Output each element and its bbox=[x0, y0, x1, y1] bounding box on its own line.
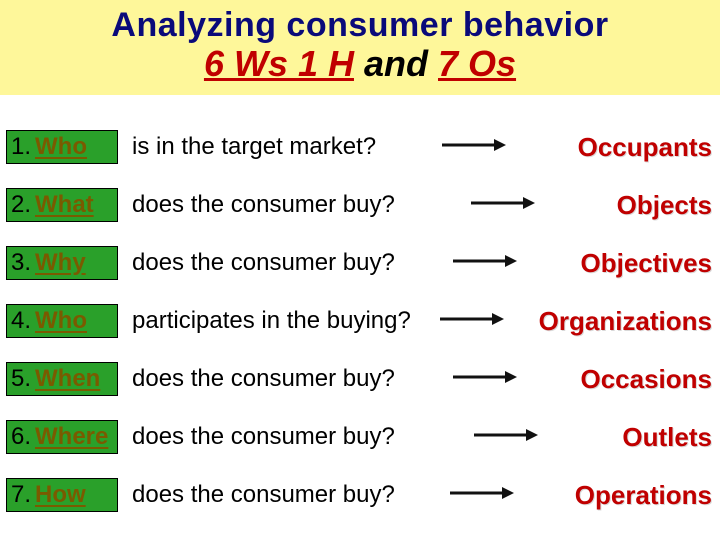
row-number: 1. bbox=[11, 133, 31, 161]
w-word: What bbox=[35, 191, 94, 219]
rows-container: 1.Whois in the target market? Occupants2… bbox=[0, 118, 720, 524]
o-term: Operations bbox=[575, 480, 712, 511]
slide-title: Analyzing consumer behavior bbox=[0, 6, 720, 45]
question-text: participates in the buying? bbox=[132, 307, 411, 335]
arrow-icon bbox=[395, 194, 611, 217]
o-term: Outlets bbox=[622, 422, 712, 453]
row-number: 6. bbox=[11, 423, 31, 451]
subtitle-part-ws: 6 Ws 1 H bbox=[204, 43, 354, 84]
row-number: 5. bbox=[11, 365, 31, 393]
w-word: When bbox=[35, 365, 100, 393]
w-box: 5.When bbox=[6, 362, 118, 396]
arrow-icon bbox=[411, 310, 533, 333]
w-box: 1.Who bbox=[6, 130, 118, 164]
content-row: 7.How does the consumer buy? Operations bbox=[0, 466, 720, 524]
arrow-icon bbox=[395, 426, 617, 449]
w-word: Where bbox=[35, 423, 108, 451]
row-number: 3. bbox=[11, 249, 31, 277]
o-term: Occasions bbox=[580, 364, 712, 395]
w-word: Who bbox=[35, 133, 87, 161]
w-box: 6.Where bbox=[6, 420, 118, 454]
question-text: does the consumer buy? bbox=[132, 481, 395, 509]
question-text: does the consumer buy? bbox=[132, 249, 395, 277]
w-box: 7.How bbox=[6, 478, 118, 512]
o-term: Occupants bbox=[578, 132, 712, 163]
question-text: does the consumer buy? bbox=[132, 191, 395, 219]
o-term: Objects bbox=[617, 190, 712, 221]
w-word: Who bbox=[35, 307, 87, 335]
content-row: 6.Where does the consumer buy? Outlets bbox=[0, 408, 720, 466]
w-box: 3.Why bbox=[6, 246, 118, 280]
content-row: 1.Who is in the target market? Occupants bbox=[0, 118, 720, 176]
question-text: does the consumer buy? bbox=[132, 423, 395, 451]
arrow-icon bbox=[395, 484, 569, 507]
header-band: Analyzing consumer behavior 6 Ws 1 H and… bbox=[0, 0, 720, 95]
content-row: 3.Why does the consumer buy? Objectives bbox=[0, 234, 720, 292]
arrow-icon bbox=[395, 368, 575, 391]
arrow-icon bbox=[376, 136, 572, 159]
w-word: Why bbox=[35, 249, 86, 277]
w-box: 4.Who bbox=[6, 304, 118, 338]
question-text: does the consumer buy? bbox=[132, 365, 395, 393]
w-word: How bbox=[35, 481, 86, 509]
content-row: 4.Who participates in the buying? Organiz… bbox=[0, 292, 720, 350]
w-box: 2.What bbox=[6, 188, 118, 222]
content-row: 2.What does the consumer buy? Objects bbox=[0, 176, 720, 234]
subtitle-part-os: 7 Os bbox=[438, 43, 516, 84]
row-number: 7. bbox=[11, 481, 31, 509]
subtitle-part-and: and bbox=[354, 43, 438, 84]
slide-subtitle: 6 Ws 1 H and 7 Os bbox=[0, 43, 720, 85]
row-number: 2. bbox=[11, 191, 31, 219]
slide: Analyzing consumer behavior 6 Ws 1 H and… bbox=[0, 0, 720, 540]
content-row: 5.When does the consumer buy? Occasions bbox=[0, 350, 720, 408]
o-term: Objectives bbox=[580, 248, 712, 279]
question-text: is in the target market? bbox=[132, 133, 376, 161]
arrow-icon bbox=[395, 252, 575, 275]
o-term: Organizations bbox=[539, 306, 712, 337]
row-number: 4. bbox=[11, 307, 31, 335]
